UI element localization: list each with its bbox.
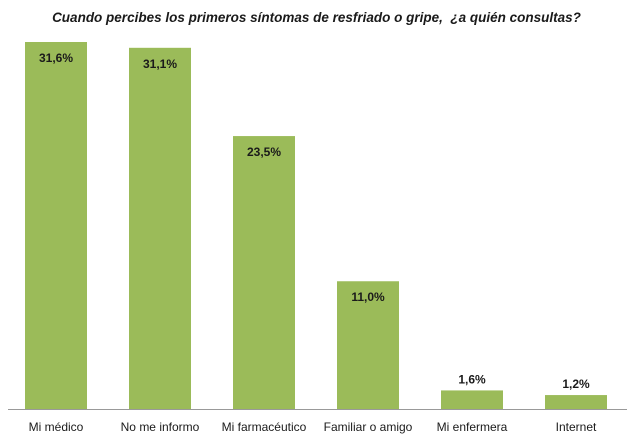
x-tick-label-1: Mi médico — [29, 420, 84, 434]
data-label-1: 31,6% — [39, 51, 73, 65]
data-label-3: 23,5% — [247, 145, 281, 159]
x-tick-label-5: Mi enfermera — [437, 420, 508, 434]
bar-1 — [25, 42, 87, 409]
data-label-2: 31,1% — [143, 57, 177, 71]
bar-4 — [337, 281, 399, 409]
x-tick-label-4: Familiar o amigo — [324, 420, 413, 434]
x-tick-label-3: Mi farmacéutico — [222, 420, 307, 434]
bar-2 — [129, 47, 191, 410]
bar-6 — [545, 395, 607, 409]
chart-title: Cuando percibes los primeros síntomas de… — [52, 10, 581, 25]
bar-5 — [441, 390, 503, 409]
data-label-6: 1,2% — [562, 377, 590, 391]
x-tick-label-2: No me informo — [121, 420, 200, 434]
data-label-4: 11,0% — [351, 290, 385, 304]
x-tick-label-6: Internet — [556, 420, 597, 434]
data-label-5: 1,6% — [458, 372, 486, 386]
bar-3 — [233, 136, 295, 409]
